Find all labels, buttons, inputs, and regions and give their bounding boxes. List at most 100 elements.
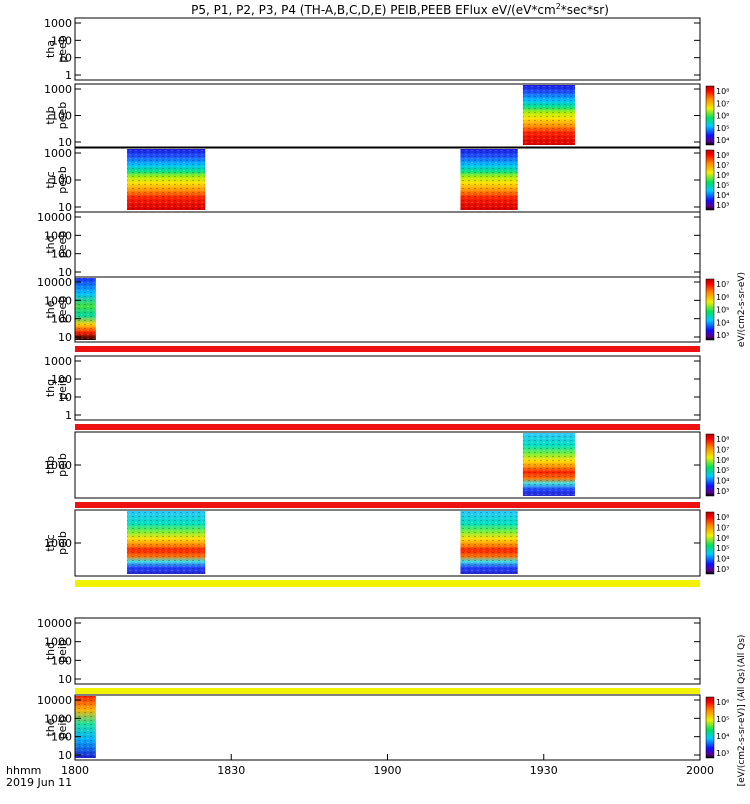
instrument-label: peib bbox=[56, 376, 69, 400]
colorbar bbox=[705, 696, 715, 759]
date-label: 2019 Jun 11 bbox=[6, 776, 72, 789]
colorbar bbox=[705, 433, 715, 497]
colorbar-tick-label: 10³ bbox=[716, 487, 729, 496]
y-tick-label: 1000 bbox=[44, 147, 72, 160]
y-tick-label: 10 bbox=[58, 749, 72, 762]
colorbar-label: (All Qs) bbox=[737, 635, 747, 668]
panel-frame bbox=[74, 17, 701, 81]
x-tick-label: 1800 bbox=[61, 764, 89, 777]
probe-label: thg bbox=[44, 379, 57, 397]
y-tick-label: 10 bbox=[58, 266, 72, 279]
y-tick-label: 100 bbox=[51, 248, 72, 261]
instrument-label: peib bbox=[56, 531, 69, 555]
colorbar-tick-label: 10⁸ bbox=[716, 87, 729, 96]
colorbar-tick-label: 10⁶ bbox=[716, 456, 729, 465]
y-tick-label: 1000 bbox=[44, 712, 72, 725]
y-tick-label: 100 bbox=[51, 373, 72, 386]
y-tick-label: 1 bbox=[65, 69, 72, 82]
y-tick-label: 10 bbox=[58, 673, 72, 686]
colorbar-tick-label: 10⁷ bbox=[716, 99, 729, 108]
probe-label: thb bbox=[44, 456, 57, 474]
panel-frame bbox=[74, 211, 701, 278]
colorbar-tick-label: 10³ bbox=[716, 201, 729, 210]
y-tick-label: 1000 bbox=[44, 294, 72, 307]
instrument-label: peeb bbox=[56, 35, 69, 63]
y-tick-label: 10000 bbox=[37, 694, 72, 707]
spectrogram-texture bbox=[460, 149, 518, 210]
x-tick-label: 1930 bbox=[530, 764, 558, 777]
data-gap-stripe bbox=[75, 688, 700, 694]
colorbar-tick-label: 10⁴ bbox=[716, 136, 729, 145]
y-tick-label: 100 bbox=[51, 34, 72, 47]
colorbar-tick-label: 10⁸ bbox=[716, 151, 729, 160]
y-tick-label: 10 bbox=[58, 136, 72, 149]
colorbar bbox=[705, 149, 715, 211]
colorbar-tick-label: 10⁶ bbox=[716, 293, 729, 302]
instrument-label: peeb bbox=[56, 102, 69, 130]
panels-group: 1000100101thapeeb100010010thbpeeb10⁸10⁷1… bbox=[37, 17, 747, 786]
colorbar bbox=[705, 511, 715, 575]
panel-tha-peeb: 1000 100 10 1 thapeeb bbox=[44, 17, 701, 82]
y-tick-label: 1000 bbox=[44, 17, 72, 30]
probe-label: thc bbox=[44, 171, 57, 188]
colorbar-tick-label: 10⁷ bbox=[716, 161, 729, 170]
y-axis-label: thdpeib bbox=[44, 639, 69, 663]
spectrogram-texture bbox=[522, 433, 575, 496]
colorbar bbox=[705, 278, 715, 341]
y-axis-label: thapeeb bbox=[44, 35, 69, 63]
colorbar-tick-label: 10⁴ bbox=[716, 732, 729, 741]
panel-frame bbox=[74, 694, 701, 761]
y-tick-label: 100 bbox=[51, 110, 72, 123]
y-axis-label: thcpeeb bbox=[44, 166, 69, 194]
x-tick-label: 2000 bbox=[686, 764, 714, 777]
colorbar-tick-label: 10³ bbox=[716, 331, 729, 340]
figure-title: P5, P1, P2, P3, P4 (TH-A,B,C,D,E) PEIB,P… bbox=[191, 2, 609, 17]
colorbar-tick-label: 10⁷ bbox=[716, 280, 729, 289]
y-axis-label: thbpeeb bbox=[44, 102, 69, 130]
y-tick-label: 1000 bbox=[44, 83, 72, 96]
colorbar-tick-label: 10⁴ bbox=[716, 191, 729, 200]
y-tick-label: 1000 bbox=[44, 537, 72, 550]
y-tick-label: 100 bbox=[51, 731, 72, 744]
probe-label: the bbox=[44, 718, 57, 736]
y-tick-label: 100 bbox=[51, 313, 72, 326]
y-axis-label: thepeib bbox=[44, 716, 69, 740]
probe-label: the bbox=[44, 300, 57, 318]
y-tick-label: 10 bbox=[58, 201, 72, 214]
colorbar-tick-label: 10⁵ bbox=[716, 466, 729, 475]
y-tick-label: 1000 bbox=[44, 459, 72, 472]
y-axis-label: thcpeib bbox=[44, 531, 69, 555]
colorbar-tick-label: 10⁶ bbox=[716, 698, 729, 707]
spectrogram-texture bbox=[127, 511, 206, 574]
colorbar-label: eV/(cm2-s-sr-eV) bbox=[737, 272, 747, 347]
probe-label: thd bbox=[44, 642, 57, 660]
data-gap-stripe bbox=[75, 346, 700, 352]
instrument-label: peib bbox=[56, 716, 69, 740]
data-gap-stripe bbox=[75, 424, 700, 430]
spectrogram-texture bbox=[460, 511, 518, 574]
y-tick-label: 10000 bbox=[37, 211, 72, 224]
instrument-label: peeb bbox=[56, 166, 69, 194]
spectrogram-texture bbox=[522, 85, 575, 145]
y-axis-label: thdpeeb bbox=[44, 231, 69, 259]
colorbar-tick-label: 10⁷ bbox=[716, 523, 729, 532]
panel-frame bbox=[74, 276, 701, 343]
panel-frame bbox=[74, 355, 701, 421]
panel-frame bbox=[74, 431, 701, 499]
y-tick-label: 10 bbox=[58, 331, 72, 344]
colorbar-tick-label: 10³ bbox=[716, 565, 729, 574]
y-axis-label: thbpeib bbox=[44, 453, 69, 477]
colorbar-tick-label: 10⁵ bbox=[716, 715, 729, 724]
y-axis-label: thepeeb bbox=[44, 296, 69, 324]
colorbar-tick-label: 10⁶ bbox=[716, 112, 729, 121]
colorbar bbox=[705, 85, 715, 146]
